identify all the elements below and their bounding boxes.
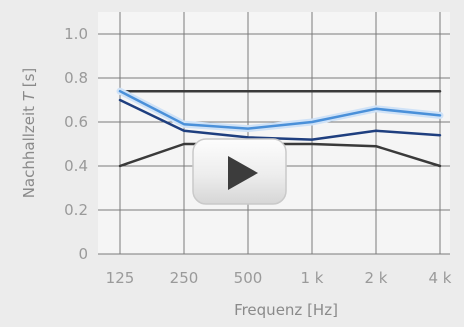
x-tick-label: 125 bbox=[106, 269, 135, 287]
y-tick-label: 0.2 bbox=[64, 201, 88, 219]
y-axis-title-unit: [s] bbox=[20, 68, 38, 92]
x-tick-labels: 125 250 500 1 k 2 k 4 k bbox=[106, 269, 452, 287]
y-tick-label: 1.0 bbox=[64, 25, 88, 43]
x-axis-title: Frequenz [Hz] bbox=[234, 301, 338, 319]
y-tick-labels: 0 0.2 0.4 0.6 0.8 1.0 bbox=[64, 25, 88, 263]
series-line-4 bbox=[118, 98, 442, 141]
y-tick-label: 0.8 bbox=[64, 69, 88, 87]
y-axis-title-variable: T bbox=[20, 90, 38, 101]
play-icon[interactable] bbox=[228, 156, 258, 190]
x-tick-label: 500 bbox=[234, 269, 263, 287]
y-tick-label: 0.4 bbox=[64, 157, 88, 175]
x-tick-label: 1 k bbox=[301, 269, 324, 287]
x-tick-label: 4 k bbox=[429, 269, 452, 287]
x-tick-label: 2 k bbox=[365, 269, 388, 287]
y-axis-title: Nachhallzeit T [s] bbox=[20, 68, 38, 199]
y-axis-title-text: Nachhallzeit bbox=[20, 101, 38, 198]
play-button[interactable] bbox=[192, 138, 287, 205]
y-tick-label: 0.6 bbox=[64, 113, 88, 131]
series-line-3 bbox=[118, 89, 442, 130]
x-tick-label: 250 bbox=[170, 269, 199, 287]
y-tick-label: 0 bbox=[78, 245, 88, 263]
